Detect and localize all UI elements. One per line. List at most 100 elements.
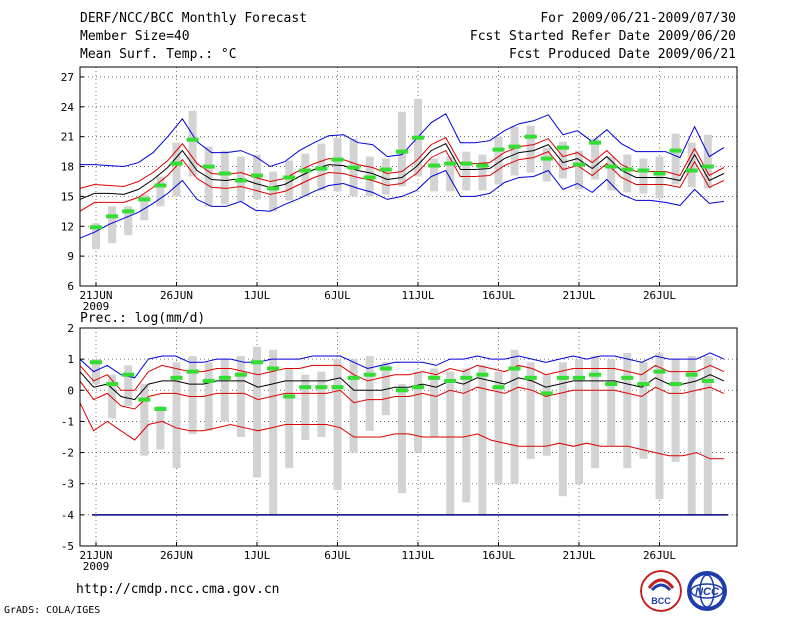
temp-spread-box [526, 125, 535, 173]
temp-obs-marker [685, 168, 698, 173]
temp-spread-box [333, 137, 342, 192]
precip-spread-box [607, 359, 616, 447]
temp-obs-marker [508, 144, 521, 149]
precip-series-max [79, 352, 725, 379]
temp-obs-marker [605, 164, 618, 169]
precip-spread-box [703, 356, 712, 515]
precip-spread-box [220, 359, 229, 422]
temp-spread-box [381, 158, 390, 195]
temp-ytick-label: 18 [61, 161, 74, 174]
temp-spread-box [671, 133, 680, 185]
temp-xtick-label: 21JUL [562, 289, 595, 302]
temp-spread-box [285, 160, 294, 201]
precip-obs-marker [154, 406, 167, 411]
temp-obs-marker [621, 167, 634, 172]
temp-obs-marker [540, 156, 553, 161]
precip-spread-box [317, 371, 326, 437]
grads-credit: GrADS: COLA/IGES [4, 605, 101, 616]
temp-spread-box [220, 150, 229, 205]
temp-xtick-label: 16JUL [482, 289, 515, 302]
precip-xtick-label: 21JUN [79, 549, 112, 562]
temp-spread-box [397, 111, 406, 187]
precip-obs-marker [234, 372, 247, 377]
precip-spread-box [655, 352, 664, 500]
temp-spread-box [591, 138, 600, 180]
precip-spread-box [446, 371, 455, 515]
precip-ytick-label: -5 [61, 540, 74, 553]
temp-series-max [79, 113, 725, 168]
precip-xtick-label: 26JUL [643, 549, 676, 562]
precip-spread-box [575, 359, 583, 484]
temp-spread-box [639, 158, 648, 194]
bcc-logo: BCC [640, 570, 682, 612]
precip-spread-box [591, 356, 600, 469]
precip-obs-marker [476, 372, 489, 377]
precip-obs-marker [428, 375, 441, 380]
ncc-logo-text: NCC [695, 586, 720, 598]
temp-obs-marker [556, 145, 569, 150]
precip-spread-box [92, 359, 100, 385]
precip-obs-marker [524, 375, 537, 380]
precip-series-mean [79, 371, 725, 401]
precip-obs-marker [492, 385, 505, 390]
temp-xyear-label: 2009 [83, 300, 110, 313]
temp-obs-marker [653, 171, 666, 176]
temp-ytick-label: 15 [61, 190, 74, 203]
forecast-started: Fcst Started Refer Date 2009/06/20 [469, 29, 736, 44]
precip-spread-box [462, 368, 471, 503]
temp-series-p10 [79, 149, 725, 212]
precip-spread-box [108, 374, 117, 419]
temp-obs-marker [154, 183, 167, 188]
forecast-period: For 2009/06/21-2009/07/30 [540, 11, 736, 26]
temp-obs-marker [234, 178, 247, 183]
precip-obs-marker [122, 372, 135, 377]
temp-spread-box [204, 146, 213, 207]
temp-obs-marker [218, 171, 231, 176]
temp-spread-box [558, 141, 567, 179]
precip-obs-marker [170, 375, 183, 380]
precip-spread-box [204, 362, 213, 431]
precip-spread-box [558, 362, 567, 497]
precip-ytick-label: 1 [67, 353, 74, 366]
temp-series-p90 [79, 137, 725, 189]
precip-spread-box [269, 349, 278, 515]
precip-obs-marker [363, 372, 376, 377]
forecast-produced: Fcst Produced Date 2009/06/21 [509, 47, 736, 62]
precip-spread-box [671, 359, 680, 462]
temp-ytick-label: 12 [61, 220, 74, 233]
precip-spread-box [349, 359, 358, 453]
temp-obs-marker [492, 147, 505, 152]
precip-obs-marker [299, 385, 312, 390]
precip-obs-marker [508, 366, 521, 371]
precip-series-min [79, 402, 724, 460]
precip-obs-marker [90, 360, 102, 365]
precip-spread-box [639, 362, 648, 459]
temp-ytick-label: 27 [61, 71, 74, 84]
temp-spread-box [462, 151, 471, 191]
temp-obs-marker [363, 175, 376, 180]
temp-spread-box [108, 206, 117, 244]
precip-obs-marker [444, 378, 457, 383]
temp-obs-marker [138, 197, 151, 202]
temp-xtick-label: 26JUN [160, 289, 193, 302]
precip-spread-box [623, 352, 632, 469]
precip-xtick-label: 11JUL [401, 549, 434, 562]
temp-spread-box [269, 171, 278, 212]
precip-series-p10 [79, 380, 725, 410]
precip-obs-marker [637, 382, 650, 387]
precip-ytick-label: -4 [61, 509, 75, 522]
temp-obs-marker [669, 148, 682, 153]
temp-obs-marker [283, 175, 296, 180]
precip-spread-box [124, 365, 133, 406]
precip-obs-marker [218, 375, 231, 380]
source-url[interactable]: http://cmdp.ncc.cma.gov.cn [76, 582, 280, 597]
precip-spread-box [253, 346, 261, 478]
precip-obs-marker [106, 382, 119, 387]
temp-obs-marker [412, 135, 424, 140]
precip-obs-marker [186, 369, 199, 374]
precip-spread-box [687, 356, 696, 515]
temp-obs-marker [428, 163, 441, 168]
temp-obs-marker [379, 167, 392, 172]
precip-spread-box [172, 362, 181, 469]
